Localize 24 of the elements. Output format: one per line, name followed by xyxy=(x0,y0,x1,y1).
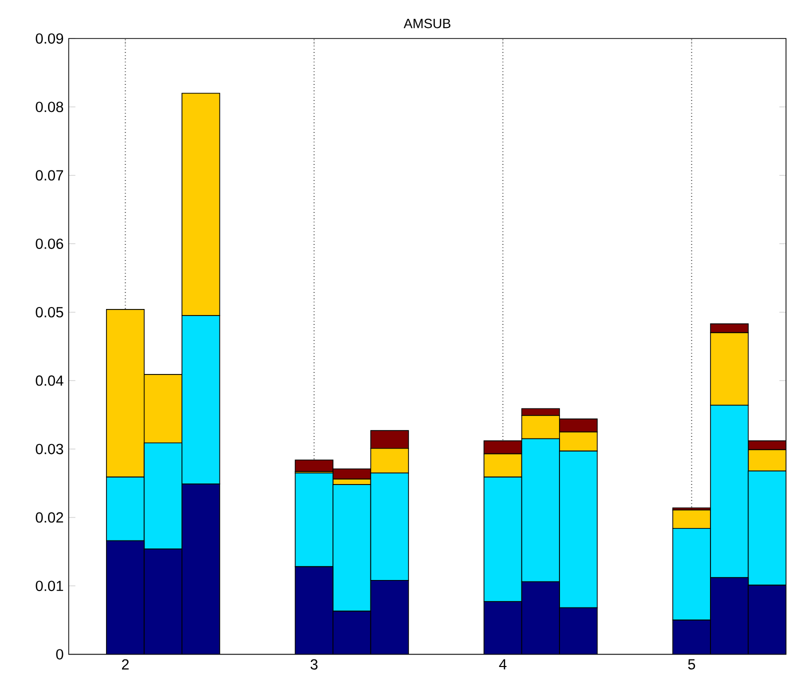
bar xyxy=(484,453,522,478)
y-tick-label: 0.05 xyxy=(36,307,64,318)
x-tick-label: 3 xyxy=(310,659,318,670)
y-tick-label: 0.07 xyxy=(36,170,64,181)
y-tick-label: 0.06 xyxy=(36,238,64,249)
bar xyxy=(559,418,598,432)
x-tick-label: 5 xyxy=(688,659,696,670)
bar xyxy=(710,332,749,406)
x-tick-label: 4 xyxy=(499,659,507,670)
y-tick-label: 0.04 xyxy=(36,375,64,386)
y-tick-label: 0.08 xyxy=(36,102,64,112)
bar xyxy=(748,449,786,472)
bar xyxy=(672,510,711,529)
x-tick-label: 2 xyxy=(122,659,129,670)
y-tick-label: 0.02 xyxy=(36,512,64,523)
chart-title: AMSUB xyxy=(404,18,450,28)
y-tick-label: 0.01 xyxy=(36,580,64,592)
y-tick-label: 0.09 xyxy=(36,33,64,44)
y-tick-label: 0 xyxy=(56,649,64,660)
bar xyxy=(182,92,220,316)
bar xyxy=(370,430,409,449)
y-tick-label: 0.03 xyxy=(36,444,64,454)
bar xyxy=(370,448,409,474)
bar xyxy=(710,323,749,334)
